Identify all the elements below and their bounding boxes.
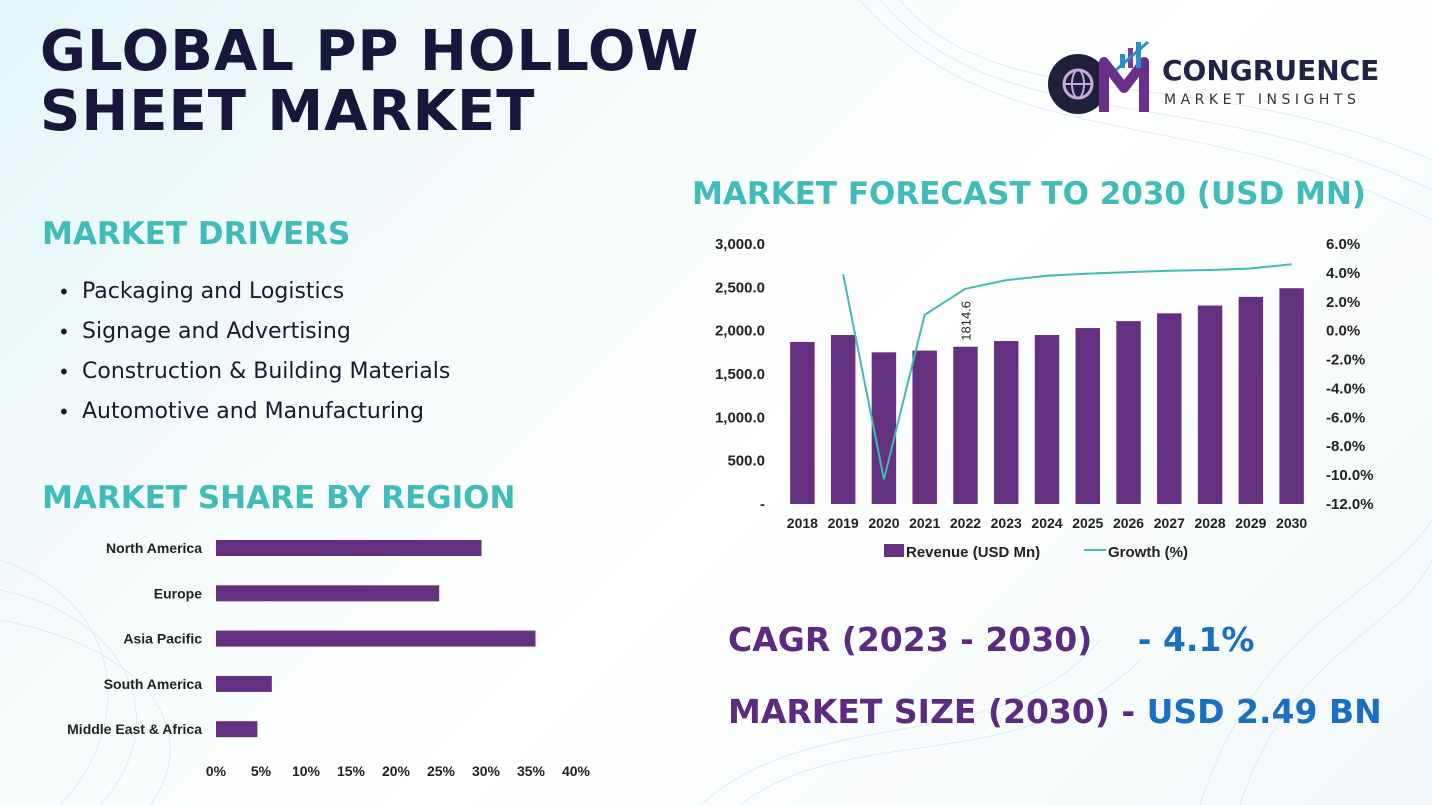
x-tick-label: 25% [427,763,456,779]
revenue-bar [1116,321,1141,504]
x-tick-label: 2030 [1276,515,1307,531]
logo-name: CONGRUENCE [1162,54,1380,87]
page-title: GLOBAL PP HOLLOW SHEET MARKET [40,19,700,144]
revenue-bar [1157,313,1182,504]
driver-text: Signage and Advertising [82,319,351,344]
x-tick-label: 2025 [1072,515,1103,531]
revenue-bar [953,346,978,504]
bullet-icon: • [58,280,70,304]
y-right-tick-label: -6.0% [1326,409,1365,426]
region-label: Asia Pacific [123,631,202,647]
region-bar [216,630,536,647]
logo-mark-icon [1048,40,1149,114]
y-right-tick-label: 0.0% [1326,323,1360,340]
y-left-tick-label: 1,000.0 [715,409,765,426]
y-left-tick-label: 500.0 [727,453,765,470]
x-tick-label: 2029 [1235,515,1266,531]
driver-text: Packaging and Logistics [82,279,345,304]
cagr-stat: CAGR (2023 - 2030) - 4.1% [728,620,1255,659]
driver-text: Automotive and Manufacturing [82,399,424,424]
revenue-bar [912,350,937,504]
x-tick-label: 15% [337,763,366,779]
growth-line [842,263,1292,480]
region-bar [216,675,272,692]
region-bar [216,721,258,738]
y-right-tick-label: 6.0% [1326,236,1360,253]
forecast-chart: - 500.0 1,000.0 1,500.0 2,000.0 2,500.0 3,000.… [715,236,1374,561]
x-tick-label: 20% [382,763,411,779]
y-left-tick-label: 2,500.0 [715,279,765,296]
driver-item: • Construction & Building Materials [58,352,450,392]
logo-tagline: MARKET INSIGHTS [1164,92,1361,108]
y-right-tick-label: 2.0% [1326,294,1360,311]
y-right-tick-label: -12.0% [1326,496,1374,513]
cagr-value: - 4.1% [1137,620,1255,659]
driver-text: Construction & Building Materials [82,359,451,384]
region-label: Europe [154,585,202,601]
drivers-list: • Packaging and Logistics • Signage and Ad… [58,272,450,432]
driver-item: • Packaging and Logistics [58,272,450,312]
x-tick-label: 40% [562,763,591,779]
x-tick-label: 2024 [1031,515,1062,531]
x-tick-label: 10% [292,763,321,779]
y-left-tick-label: 3,000.0 [715,236,765,253]
y-right-tick-label: -2.0% [1326,352,1365,369]
legend-label-revenue: Revenue (USD Mn) [906,544,1040,561]
region-bar [216,585,440,602]
region-share-chart: North America Europe Asia Pacific South Ame… [67,540,591,779]
market-size-value: USD 2.49 BN [1146,692,1382,731]
x-tick-label: 0% [206,763,227,779]
forecast-heading: MARKET FORECAST TO 2030 (USD MN) [692,176,1366,212]
revenue-bar [871,352,897,504]
bullet-icon: • [58,320,70,344]
cagr-label: CAGR (2023 - 2030) [728,620,1093,659]
driver-item: • Signage and Advertising [58,312,450,352]
region-bar [216,540,482,556]
x-tick-label: 2028 [1194,515,1225,531]
legend-label-growth: Growth (%) [1108,544,1188,561]
y-left-tick-label: 1,500.0 [715,366,765,383]
legend-swatch-revenue [884,544,904,557]
bullet-icon: • [58,360,70,384]
drivers-heading: MARKET DRIVERS [42,216,351,252]
market-size-stat: MARKET SIZE (2030) - USD 2.49 BN [728,692,1382,731]
revenue-bar [1075,328,1100,504]
x-tick-label: 2022 [950,515,981,531]
company-logo: CONGRUENCE MARKET INSIGHTS [1042,40,1402,120]
data-label: 1814.6 [958,301,973,341]
y-left-tick-label: 2,000.0 [715,323,765,340]
x-tick-label: 2021 [909,515,940,531]
x-tick-label: 5% [251,763,272,779]
region-label: Middle East & Africa [67,721,202,737]
x-tick-label: 2027 [1154,515,1185,531]
y-left-tick-label: - [760,496,765,513]
revenue-bar [1034,335,1060,504]
revenue-bar [1197,305,1223,504]
y-right-tick-label: -10.0% [1326,467,1374,484]
region-label: South America [104,676,202,692]
bullet-icon: • [58,400,70,424]
x-tick-label: 2019 [828,515,859,531]
revenue-bar [1238,296,1264,504]
y-right-tick-label: -4.0% [1326,380,1365,397]
x-tick-label: 2020 [868,515,899,531]
driver-item: • Automotive and Manufacturing [58,392,450,432]
revenue-bar [994,341,1019,504]
revenue-bar [1279,288,1304,504]
y-right-tick-label: 4.0% [1326,265,1360,282]
market-size-label: MARKET SIZE (2030) - [728,692,1136,731]
x-tick-label: 2026 [1113,515,1144,531]
region-label: North America [106,540,202,556]
y-right-tick-label: -8.0% [1326,438,1365,455]
revenue-bar [790,341,815,504]
x-tick-label: 2023 [991,515,1022,531]
x-tick-label: 2018 [787,515,818,531]
x-tick-label: 35% [517,763,546,779]
revenue-bar [830,335,856,504]
x-tick-label: 30% [472,763,501,779]
region-heading: MARKET SHARE BY REGION [42,480,516,516]
